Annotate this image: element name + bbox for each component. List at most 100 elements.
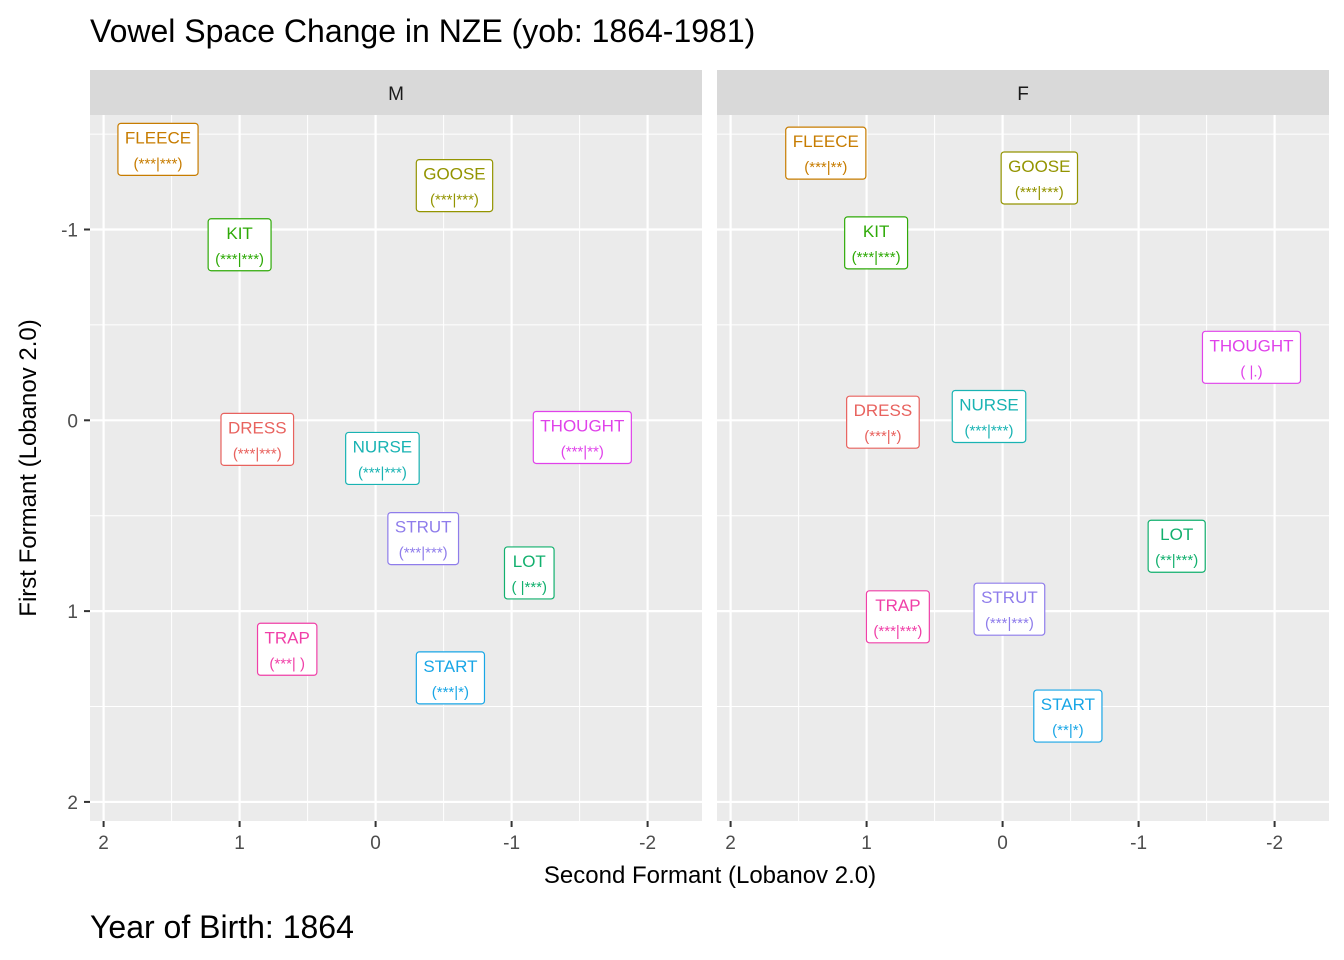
label-box bbox=[256, 622, 318, 676]
x-tick-label: 1 bbox=[234, 833, 245, 854]
vowel-name: FLEECE bbox=[125, 128, 191, 147]
x-tick-label: 2 bbox=[98, 833, 109, 854]
label-box bbox=[1000, 151, 1079, 205]
significance-label: (***|**) bbox=[804, 159, 847, 176]
label-box bbox=[1033, 689, 1103, 743]
significance-label: (***|***) bbox=[1015, 184, 1064, 201]
vowel-name: START bbox=[1041, 695, 1095, 714]
vowel-name: GOOSE bbox=[1008, 157, 1070, 176]
vowel-name: NURSE bbox=[353, 437, 413, 456]
data-label-dress: DRESS (***|***) bbox=[220, 412, 295, 466]
vowel-name: THOUGHT bbox=[540, 416, 624, 435]
data-label-strut: STRUT (***|***) bbox=[387, 511, 460, 566]
facet-strip bbox=[90, 70, 702, 115]
data-label-nurse: NURSE (***|***) bbox=[951, 389, 1027, 444]
x-tick-label: -1 bbox=[1130, 833, 1147, 854]
significance-label: (***|***) bbox=[233, 445, 282, 462]
significance-label: (***|***) bbox=[852, 249, 901, 266]
vowel-name: NURSE bbox=[959, 395, 1019, 414]
data-label-lot: LOT ( |***) bbox=[503, 546, 555, 600]
significance-label: (***|***) bbox=[430, 192, 479, 209]
data-label-kit: KIT (***|***) bbox=[207, 218, 272, 272]
significance-label: ( |.) bbox=[1240, 363, 1262, 380]
data-label-dress: DRESS (***|*) bbox=[846, 395, 920, 449]
label-box bbox=[345, 431, 420, 486]
vowel-name: GOOSE bbox=[423, 165, 485, 184]
significance-label: (***|***) bbox=[985, 615, 1034, 632]
x-tick-label: -2 bbox=[639, 833, 656, 854]
y-tick-label: 2 bbox=[67, 793, 78, 814]
significance-label: (***| ) bbox=[269, 655, 305, 672]
data-label-thought: THOUGHT ( |.) bbox=[1201, 330, 1302, 384]
vowel-name: DRESS bbox=[854, 401, 913, 420]
x-axis-label: Second Formant (Lobanov 2.0) bbox=[544, 862, 876, 889]
facet-panels: M 2 1 0 -1 -2 -1 0 1 2 FLEECE (***|***) GOOSE (***|**… bbox=[61, 70, 1329, 854]
facet-panel-f: F 2 1 0 -1 -2 FLEECE (***|**) GOOSE (***|***) KIT (… bbox=[717, 70, 1329, 854]
y-tick-label: -1 bbox=[61, 220, 78, 241]
significance-label: ( |***) bbox=[511, 579, 547, 596]
label-box bbox=[844, 216, 909, 270]
data-label-trap: TRAP (***|***) bbox=[865, 590, 930, 644]
facet-strip bbox=[717, 70, 1329, 115]
label-box bbox=[1147, 519, 1206, 573]
label-box bbox=[865, 590, 930, 644]
x-tick-label: -2 bbox=[1266, 833, 1283, 854]
x-tick-label: 0 bbox=[997, 833, 1008, 854]
vowel-name: STRUT bbox=[981, 588, 1038, 607]
significance-label: (**|*) bbox=[1052, 722, 1083, 739]
y-tick-label: 0 bbox=[67, 411, 78, 432]
facet-panel-m: M 2 1 0 -1 -2 -1 0 1 2 FLEECE (***|***) GOOSE (***|**… bbox=[61, 70, 702, 854]
significance-label: (**|***) bbox=[1155, 552, 1198, 569]
data-label-strut: STRUT (***|***) bbox=[973, 582, 1046, 636]
y-tick-label: 1 bbox=[67, 602, 78, 623]
data-label-lot: LOT (**|***) bbox=[1147, 519, 1206, 573]
label-box bbox=[785, 126, 867, 180]
facet-strip-label: F bbox=[1017, 84, 1029, 105]
x-tick-label: -1 bbox=[503, 833, 520, 854]
vowel-name: DRESS bbox=[228, 418, 287, 437]
data-label-fleece: FLEECE (***|**) bbox=[785, 126, 867, 180]
label-box bbox=[415, 159, 494, 213]
data-label-trap: TRAP (***| ) bbox=[256, 622, 318, 676]
vowel-name: THOUGHT bbox=[1209, 336, 1293, 355]
data-label-nurse: NURSE (***|***) bbox=[345, 431, 420, 486]
label-box bbox=[387, 511, 460, 566]
significance-label: (***|***) bbox=[215, 251, 264, 268]
label-box bbox=[117, 122, 199, 176]
label-box bbox=[951, 389, 1027, 444]
vowel-name: START bbox=[423, 657, 477, 676]
significance-label: (***|**) bbox=[561, 443, 604, 460]
vowel-name: LOT bbox=[513, 552, 546, 571]
vowel-name: STRUT bbox=[395, 518, 452, 537]
significance-label: (***|***) bbox=[965, 422, 1014, 439]
label-box bbox=[973, 582, 1046, 636]
significance-label: (***|*) bbox=[864, 428, 901, 445]
label-box bbox=[1201, 330, 1302, 384]
vowel-name: KIT bbox=[226, 224, 252, 243]
vowel-name: KIT bbox=[863, 222, 889, 241]
label-box bbox=[220, 412, 295, 466]
x-tick-label: 0 bbox=[370, 833, 381, 854]
panel-background bbox=[717, 115, 1329, 821]
data-label-kit: KIT (***|***) bbox=[844, 216, 909, 270]
significance-label: (***|***) bbox=[134, 155, 183, 172]
facet-strip-label: M bbox=[388, 84, 404, 105]
y-axis-label: First Formant (Lobanov 2.0) bbox=[15, 319, 42, 616]
data-label-thought: THOUGHT (***|**) bbox=[532, 410, 632, 465]
data-label-goose: GOOSE (***|***) bbox=[1000, 151, 1079, 205]
significance-label: (***|***) bbox=[873, 623, 922, 640]
caption: Year of Birth: 1864 bbox=[90, 909, 354, 945]
label-box bbox=[207, 218, 272, 272]
significance-label: (***|***) bbox=[399, 545, 448, 562]
label-box bbox=[532, 410, 632, 465]
vowel-name: TRAP bbox=[875, 596, 920, 615]
label-box bbox=[503, 546, 555, 600]
significance-label: (***|*) bbox=[432, 684, 469, 701]
data-label-fleece: FLEECE (***|***) bbox=[117, 122, 199, 176]
data-label-goose: GOOSE (***|***) bbox=[415, 159, 494, 213]
data-label-start: START (**|*) bbox=[1033, 689, 1103, 743]
significance-label: (***|***) bbox=[358, 464, 407, 481]
chart-title: Vowel Space Change in NZE (yob: 1864-198… bbox=[90, 13, 755, 49]
vowel-name: FLEECE bbox=[793, 132, 859, 151]
